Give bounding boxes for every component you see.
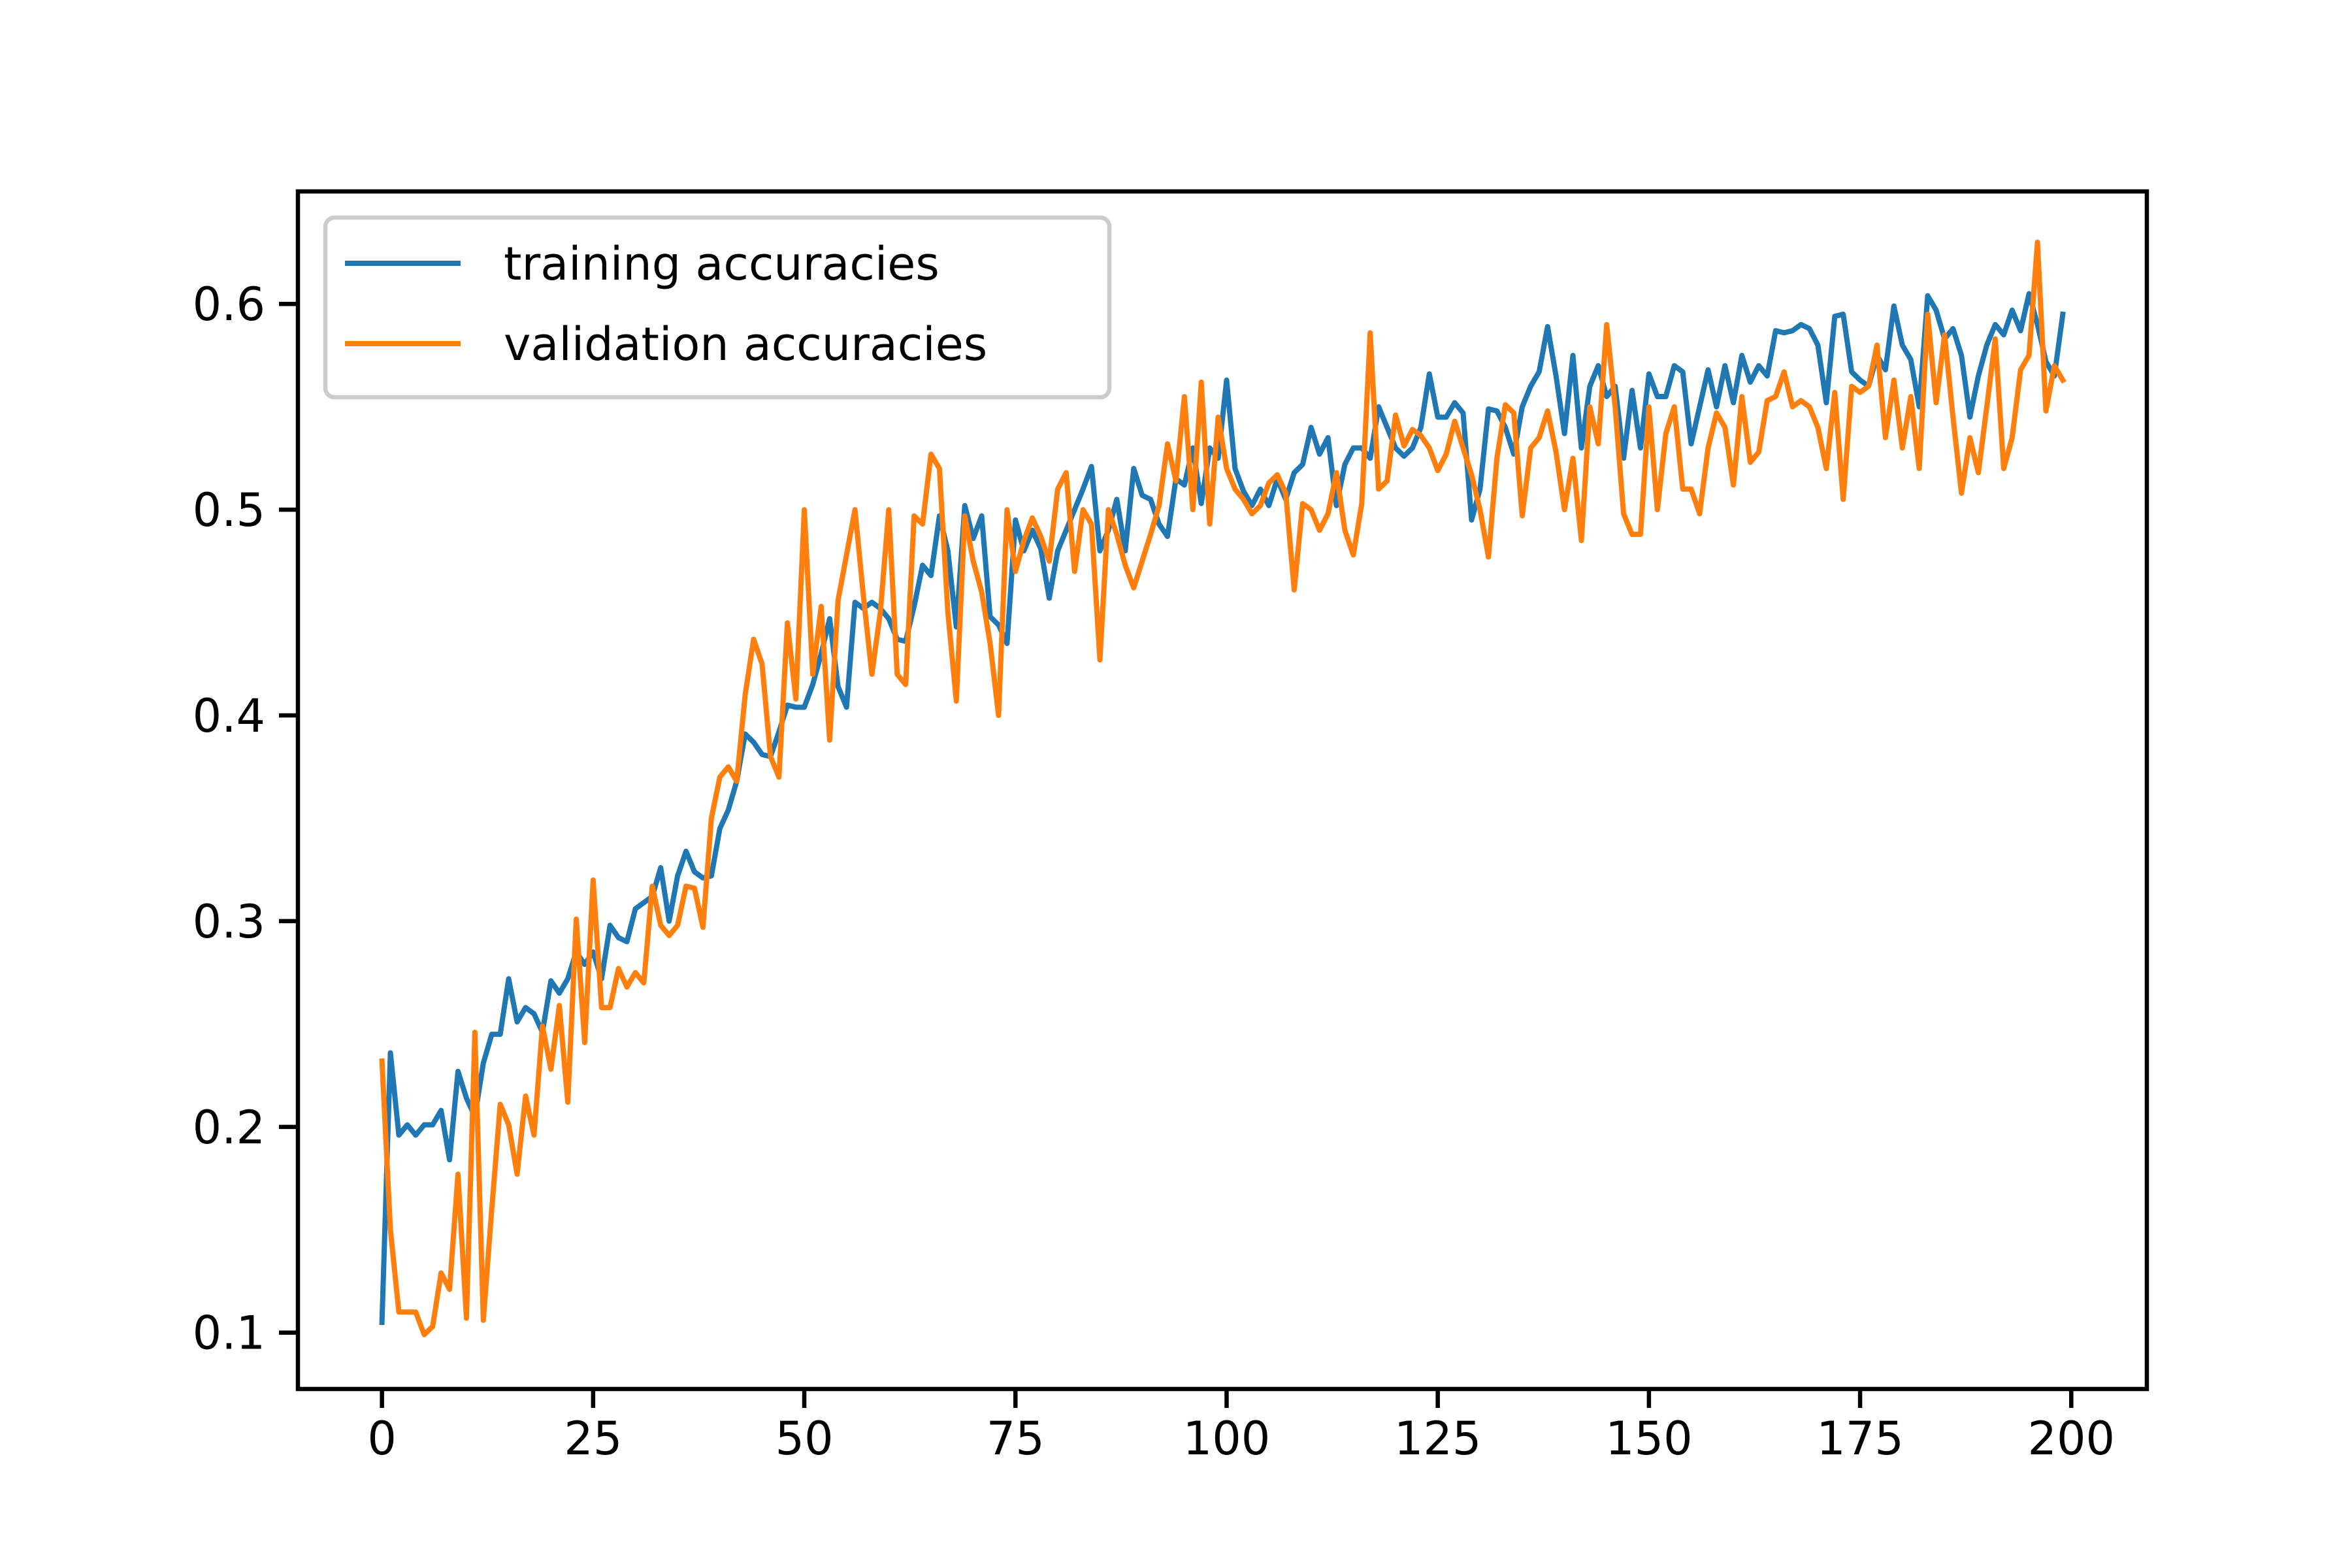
data-line (379, 291, 2066, 1326)
x-tick-label: 0 (367, 1412, 397, 1465)
axes-frame (295, 189, 2149, 1392)
x-tick-label: 25 (564, 1412, 622, 1465)
x-tick-label: 200 (2027, 1412, 2115, 1465)
x-tick-label: 125 (1394, 1412, 1482, 1465)
x-tick-label: 175 (1816, 1412, 1904, 1465)
x-tick-label: 100 (1183, 1412, 1271, 1465)
data-line (379, 239, 2066, 1337)
legend-box (323, 215, 1112, 400)
legend-label: training accuracies (504, 237, 939, 291)
x-tick-label: 150 (1605, 1412, 1693, 1465)
plot-area (379, 239, 2066, 1337)
y-tick-label: 0.3 (193, 895, 265, 949)
y-tick-label: 0.6 (193, 278, 265, 331)
legend-label: validation accuracies (504, 318, 987, 371)
y-tick-label: 0.2 (193, 1101, 265, 1154)
y-tick-label: 0.4 (193, 689, 265, 743)
y-tick-label: 0.5 (193, 483, 265, 537)
x-tick-label: 50 (776, 1412, 834, 1465)
x-tick-label: 75 (987, 1412, 1045, 1465)
y-tick-label: 0.1 (193, 1307, 265, 1360)
